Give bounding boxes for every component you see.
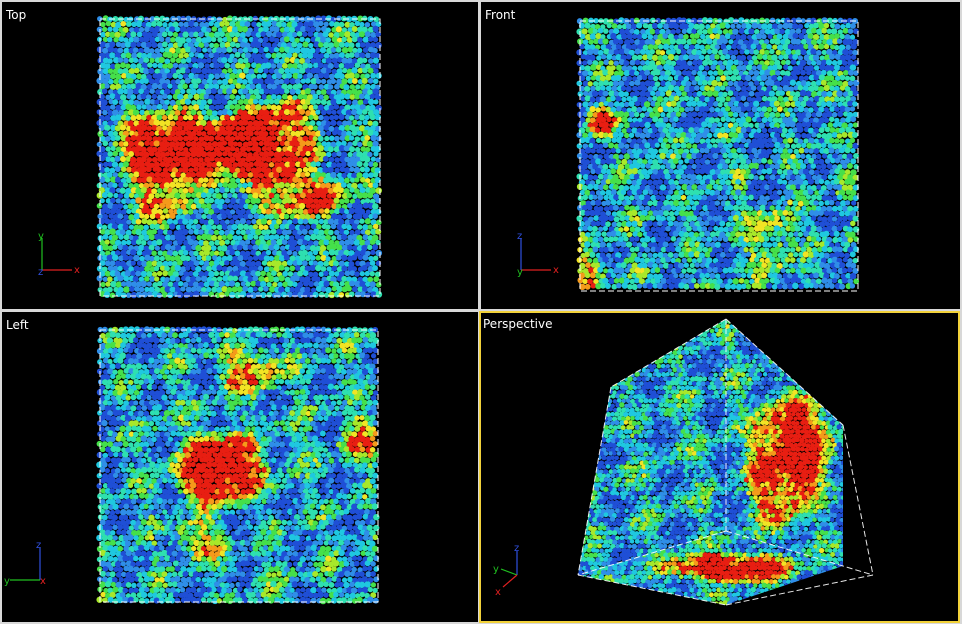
viewport-top[interactable]: Top y x z (2, 2, 478, 309)
axis-triad-perspective: z y x (493, 543, 519, 598)
particle-box-left (96, 326, 380, 605)
viewport-perspective[interactable]: Perspective z y x (479, 311, 960, 623)
axis-label-a-perspective: z (514, 543, 519, 554)
axis-label-vertical-top: y (38, 231, 44, 242)
viewport-left[interactable]: Left z y x (2, 312, 478, 622)
axis-label-out-front: y (517, 267, 523, 278)
axis-triad-left: z y x (4, 540, 46, 587)
axis-triad-front: z x y (517, 231, 559, 278)
axis-label-horizontal-left: y (4, 576, 10, 587)
axis-label-b-perspective: y (493, 564, 499, 575)
axis-label-horizontal-front: x (553, 265, 559, 276)
axis-label-vertical-left: z (36, 540, 41, 551)
viewport-front[interactable]: Front z x y (481, 2, 960, 309)
viewport-label-front: Front (485, 8, 516, 22)
axis-label-out-top: z (38, 267, 43, 278)
viewport-label-top: Top (6, 8, 27, 22)
viewport-label-left: Left (6, 318, 29, 332)
axis-label-vertical-front: z (517, 231, 522, 242)
axis-label-out-left: x (40, 576, 46, 587)
axis-triad-top: y x z (38, 231, 80, 278)
viewport-label-perspective: Perspective (483, 317, 553, 331)
axis-label-c-perspective: x (495, 587, 501, 598)
axis-label-horizontal-top: x (74, 265, 80, 276)
particle-box-front (576, 17, 860, 292)
particle-box-top (96, 15, 383, 299)
particle-cube-perspective (577, 318, 874, 606)
